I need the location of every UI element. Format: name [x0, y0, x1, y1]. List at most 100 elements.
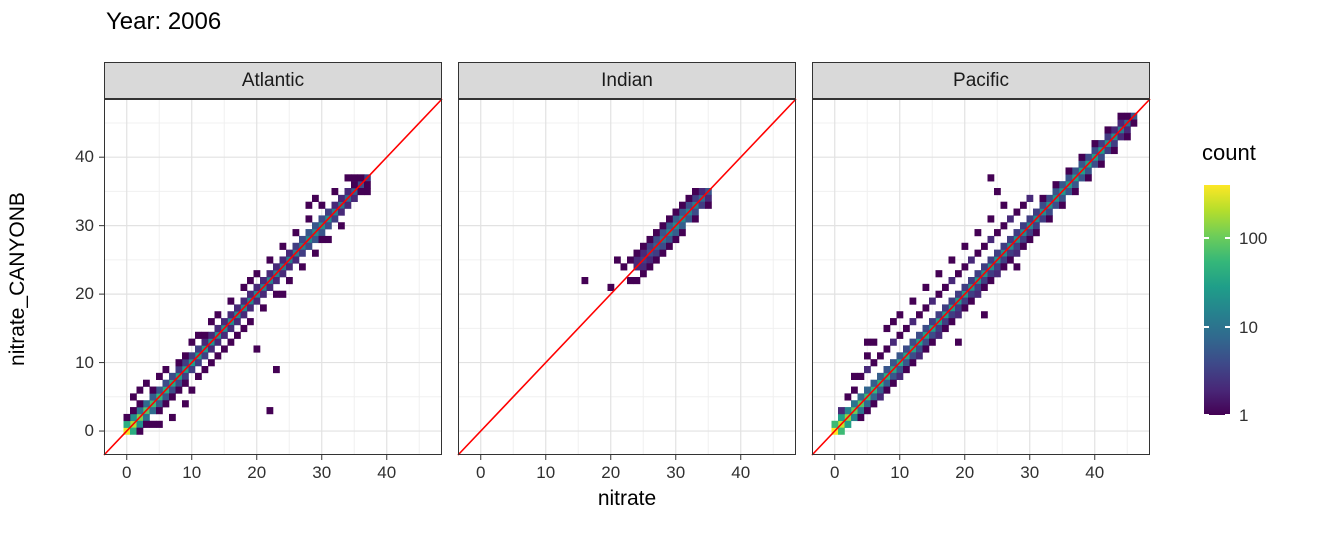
bin2d-cell — [1124, 126, 1131, 134]
bin2d-cell — [247, 304, 254, 312]
bin2d-cell — [1000, 242, 1008, 250]
bin2d-cell — [123, 413, 131, 422]
bin2d-cell — [221, 318, 228, 326]
bin2d-cell — [961, 283, 969, 291]
bin2d-cell — [1098, 153, 1105, 161]
bin2d-cell — [929, 318, 936, 326]
bin2d-cell — [1072, 188, 1079, 196]
bin2d-cell — [646, 242, 654, 250]
bin2d-cell — [614, 256, 621, 264]
bin2d-cell — [948, 318, 956, 326]
bin2d-cell — [279, 290, 287, 298]
legend-tick-mark — [1225, 325, 1230, 328]
bin2d-cell — [344, 174, 352, 182]
bin2d-cell — [1104, 126, 1112, 134]
bin2d-cell — [994, 188, 1001, 196]
bin2d-cell — [935, 331, 943, 339]
facet-pacific: Pacific 0 10 20 30 40 — [811, 62, 1151, 492]
bin2d-cell — [169, 413, 176, 422]
bin2d-cell — [260, 304, 267, 312]
bin2d-cell — [653, 235, 660, 244]
bin2d-cell — [948, 297, 956, 305]
bin2d-cell — [955, 338, 962, 346]
bin2d-cell — [1020, 242, 1027, 250]
bin2d-cell — [935, 270, 943, 278]
bin2d-cell — [175, 386, 183, 394]
panel-plot-pacific — [811, 98, 1151, 460]
bin2d-cell — [968, 256, 975, 264]
bin2d-cell — [1020, 201, 1027, 209]
bin2d-cell — [260, 290, 267, 298]
bin2d-cell — [987, 277, 995, 285]
bin2d-cell — [838, 427, 845, 435]
bin2d-cell — [896, 331, 904, 339]
bin2d-cell — [1013, 208, 1021, 216]
bin2d-cell — [1085, 153, 1092, 161]
bin2d-cell — [935, 311, 943, 319]
bin2d-cell — [136, 400, 144, 408]
bin2d-cell — [1130, 119, 1138, 127]
bin2d-cell — [883, 324, 891, 333]
bin2d-cell — [987, 270, 995, 278]
bin2d-cell — [838, 407, 845, 415]
bin2d-cell — [1104, 133, 1112, 141]
bin2d-cell — [331, 201, 339, 209]
bin2d-cell — [1078, 174, 1086, 182]
bin2d-cell — [666, 215, 673, 223]
bin2d-cell — [1046, 215, 1053, 223]
bin2d-cell — [227, 338, 235, 346]
bin2d-cell — [1026, 229, 1034, 237]
bin2d-cell — [325, 235, 332, 244]
x-tick-label: 40 — [1085, 463, 1105, 482]
y-tick-label: 20 — [75, 284, 94, 304]
bin2d-cell — [659, 229, 667, 237]
bin2d-cell — [633, 256, 641, 264]
bin2d-cell — [1117, 133, 1125, 141]
bin2d-cell — [692, 215, 699, 223]
x-tick-label: 30 — [666, 463, 686, 482]
bin2d-cell — [195, 372, 202, 380]
bin2d-cell — [305, 201, 313, 209]
bin2d-cell — [279, 270, 287, 278]
bin2d-cell — [273, 263, 280, 271]
bin2d-cell — [279, 256, 287, 264]
bin2d-cell — [175, 366, 183, 374]
bin2d-cell — [1013, 249, 1021, 257]
bin2d-cell — [896, 366, 904, 374]
bin2d-cell — [162, 393, 170, 401]
bin2d-cell — [1111, 126, 1118, 134]
bin2d-cell — [987, 215, 995, 223]
bin2d-cell — [935, 324, 943, 333]
bin2d-cell — [240, 283, 248, 291]
bin2d-cell — [130, 393, 137, 401]
bin2d-cell — [864, 366, 871, 374]
bin2d-cell — [1085, 174, 1092, 182]
bin2d-cell — [1091, 140, 1099, 148]
bin2d-cell — [182, 352, 189, 360]
bin2d-cell — [981, 263, 988, 271]
bin2d-cell — [870, 400, 878, 408]
bin2d-cell — [331, 215, 339, 223]
bin2d-cell — [916, 311, 923, 319]
bin2d-cell — [961, 304, 969, 312]
legend-tick-mark — [1204, 237, 1209, 240]
bin2d-cell — [227, 297, 235, 305]
bin2d-cell — [916, 331, 923, 339]
bin2d-cell — [162, 366, 170, 374]
bin2d-cell — [253, 345, 261, 353]
bin2d-cell — [659, 249, 667, 257]
bin2d-cell — [1007, 249, 1014, 257]
x-tick-label: 10 — [536, 463, 556, 482]
bin2d-cell — [627, 256, 634, 264]
x-tick-label: 10 — [182, 463, 202, 482]
bin2d-cell — [896, 352, 904, 360]
bin2d-cell — [292, 256, 300, 264]
bin2d-cell — [1013, 229, 1021, 237]
identity-reference-line — [103, 98, 443, 456]
bin2d-cell — [1039, 194, 1047, 202]
bin2d-cell — [227, 311, 235, 319]
bin2d-cell — [247, 277, 254, 285]
bin2d-cell — [607, 283, 615, 291]
bin2d-cell — [188, 352, 196, 360]
